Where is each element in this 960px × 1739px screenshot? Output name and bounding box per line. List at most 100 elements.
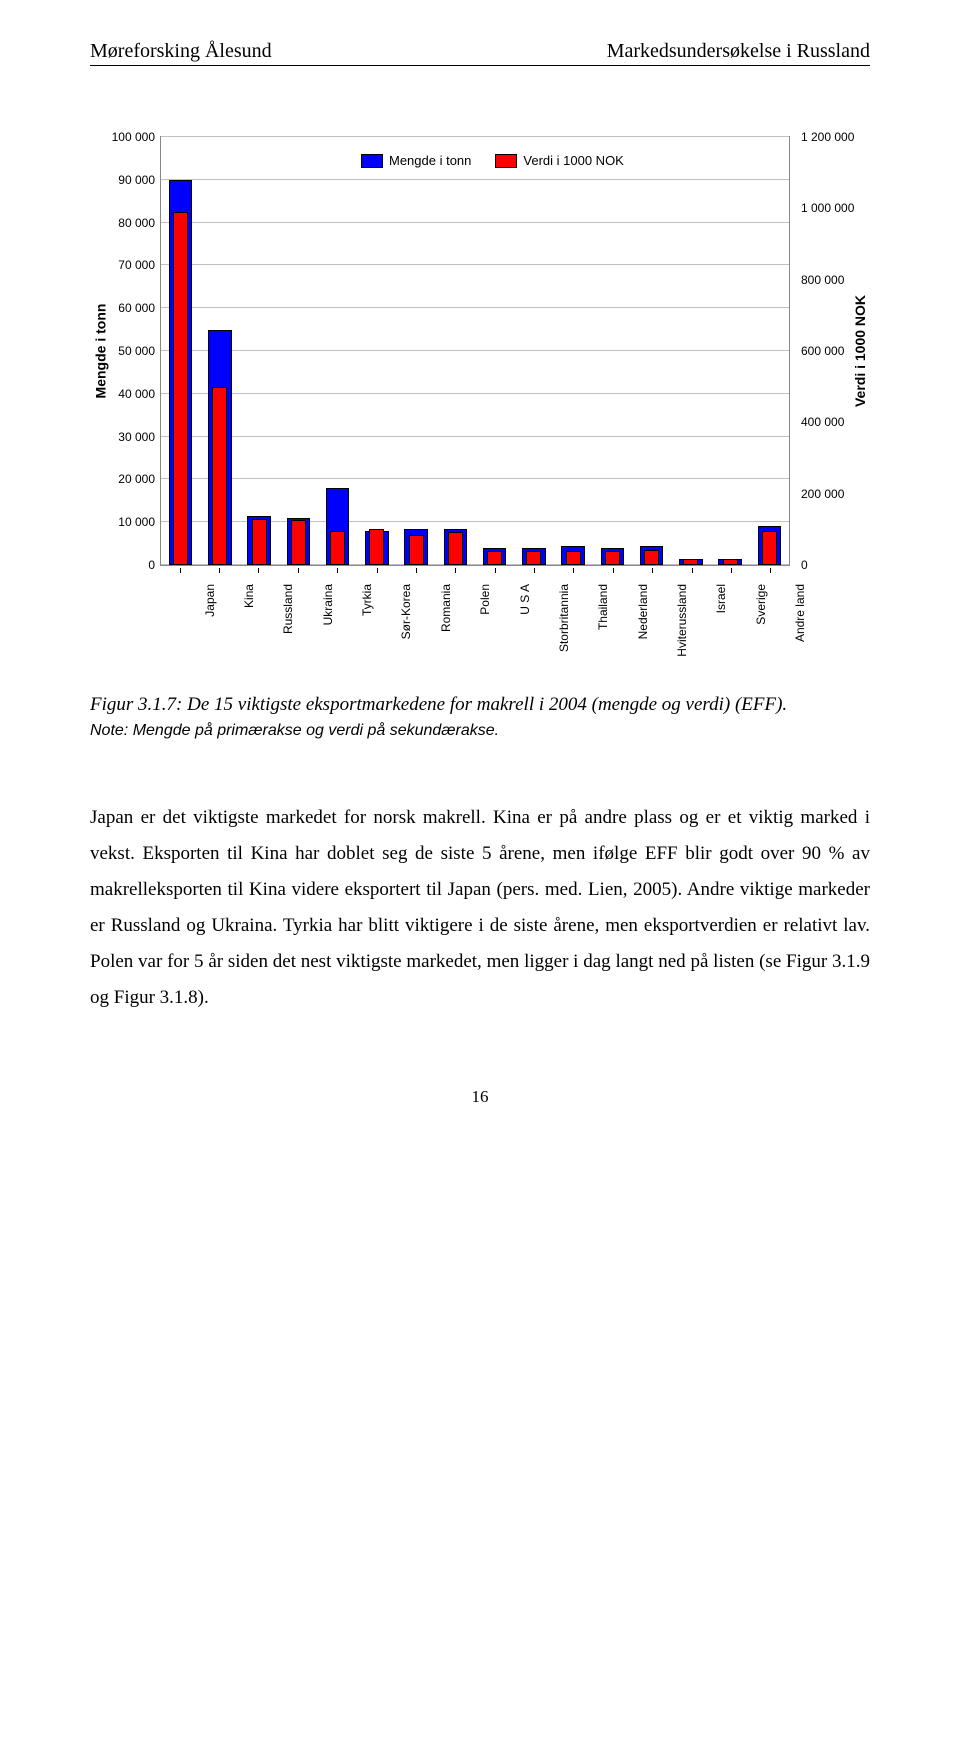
x-label-slot: Japan	[160, 568, 199, 676]
page: Møreforsking Ålesund Markedsundersøkelse…	[0, 0, 960, 1167]
bar-verdi	[487, 551, 502, 565]
y-left-tick-label: 50 000	[91, 344, 155, 358]
y-left-tick-label: 90 000	[91, 173, 155, 187]
y-right-tick-label: 1 000 000	[801, 201, 865, 215]
bar-slot	[397, 137, 436, 565]
x-tick	[377, 568, 378, 573]
x-tick	[770, 568, 771, 573]
bar-slot	[436, 137, 475, 565]
x-tick	[258, 568, 259, 573]
y-right-tick-label: 1 200 000	[801, 130, 865, 144]
bar-slot	[711, 137, 750, 565]
bar-verdi	[605, 551, 620, 565]
y-left-tick-label: 70 000	[91, 258, 155, 272]
bar-verdi	[762, 531, 777, 565]
bar-slot	[632, 137, 671, 565]
x-tick	[298, 568, 299, 573]
y-left-tick-label: 40 000	[91, 387, 155, 401]
x-label-slot: Sverige	[711, 568, 750, 676]
x-label-slot: U S A	[475, 568, 514, 676]
bar-verdi	[291, 520, 306, 565]
plot-area: Mengde i tonn Verdi i 1000 NOK 010 00020…	[160, 136, 790, 566]
bar-verdi	[448, 532, 463, 565]
bar-slot	[279, 137, 318, 565]
page-header: Møreforsking Ålesund Markedsundersøkelse…	[90, 40, 870, 66]
x-label-slot: Israel	[672, 568, 711, 676]
bar-slot	[357, 137, 396, 565]
figure-note: Note: Mengde på primærakse og verdi på s…	[90, 722, 870, 740]
x-label-slot: Ukraina	[278, 568, 317, 676]
y-left-tick-label: 10 000	[91, 515, 155, 529]
bar-slot	[593, 137, 632, 565]
x-tick	[416, 568, 417, 573]
x-label-slot: Polen	[436, 568, 475, 676]
bars-container	[161, 137, 789, 565]
y-left-tick-label: 20 000	[91, 472, 155, 486]
x-label-slot: Sør-Korea	[357, 568, 396, 676]
x-label-slot: Nederland	[593, 568, 632, 676]
x-label-slot: Thailand	[554, 568, 593, 676]
legend-label-mengde: Mengde i tonn	[389, 153, 471, 168]
y-left-tick-label: 60 000	[91, 301, 155, 315]
x-label-slot: Tyrkia	[318, 568, 357, 676]
legend-label-verdi: Verdi i 1000 NOK	[523, 153, 623, 168]
x-label-slot: Hviterussland	[633, 568, 672, 676]
x-label-slot: Andre land	[751, 568, 790, 676]
chart-legend: Mengde i tonn Verdi i 1000 NOK	[361, 153, 624, 168]
bar-slot	[161, 137, 200, 565]
x-tick	[180, 568, 181, 573]
bar-verdi	[644, 550, 659, 565]
bar-verdi	[330, 531, 345, 565]
legend-swatch-red	[495, 154, 517, 168]
header-left: Møreforsking Ålesund	[90, 40, 272, 63]
legend-item-verdi: Verdi i 1000 NOK	[495, 153, 623, 168]
legend-swatch-blue	[361, 154, 383, 168]
x-tick	[495, 568, 496, 573]
bar-slot	[318, 137, 357, 565]
bar-verdi	[683, 559, 698, 565]
bar-verdi	[566, 551, 581, 565]
bar-verdi	[723, 559, 738, 565]
x-tick	[219, 568, 220, 573]
bar-slot	[671, 137, 710, 565]
bar-slot	[554, 137, 593, 565]
bar-slot	[475, 137, 514, 565]
x-category-label: Andre land	[793, 584, 807, 724]
x-label-slot: Kina	[199, 568, 238, 676]
bar-slot	[240, 137, 279, 565]
y-right-tick-label: 200 000	[801, 487, 865, 501]
x-label-slot: Romania	[396, 568, 435, 676]
x-tick	[534, 568, 535, 573]
x-label-slot: Storbritannia	[514, 568, 553, 676]
bar-verdi	[212, 387, 227, 565]
x-tick	[613, 568, 614, 573]
x-tick	[573, 568, 574, 573]
x-label-slot: Russland	[239, 568, 278, 676]
y-right-tick-label: 600 000	[801, 344, 865, 358]
bar-slot	[200, 137, 239, 565]
y-left-tick-label: 80 000	[91, 216, 155, 230]
export-chart: Mengde i tonn Verdi i 1000 NOK Mengde i …	[90, 136, 870, 676]
x-labels: JapanKinaRusslandUkrainaTyrkiaSør-KoreaR…	[160, 568, 790, 676]
body-paragraph: Japan er det viktigste markedet for nors…	[90, 800, 870, 1017]
bar-verdi	[173, 212, 188, 565]
page-number: 16	[90, 1087, 870, 1107]
bar-slot	[514, 137, 553, 565]
x-tick	[692, 568, 693, 573]
x-tick	[455, 568, 456, 573]
y-left-tick-label: 30 000	[91, 430, 155, 444]
bar-verdi	[526, 551, 541, 565]
x-tick	[652, 568, 653, 573]
y-right-tick-label: 0	[801, 558, 865, 572]
y-left-tick-label: 100 000	[91, 130, 155, 144]
header-right: Markedsundersøkelse i Russland	[607, 40, 870, 63]
legend-item-mengde: Mengde i tonn	[361, 153, 471, 168]
x-tick	[731, 568, 732, 573]
bar-verdi	[252, 519, 267, 565]
bar-slot	[750, 137, 789, 565]
y-right-tick-label: 800 000	[801, 273, 865, 287]
y-right-tick-label: 400 000	[801, 415, 865, 429]
bar-verdi	[409, 535, 424, 565]
y-left-tick-label: 0	[91, 558, 155, 572]
x-tick	[337, 568, 338, 573]
